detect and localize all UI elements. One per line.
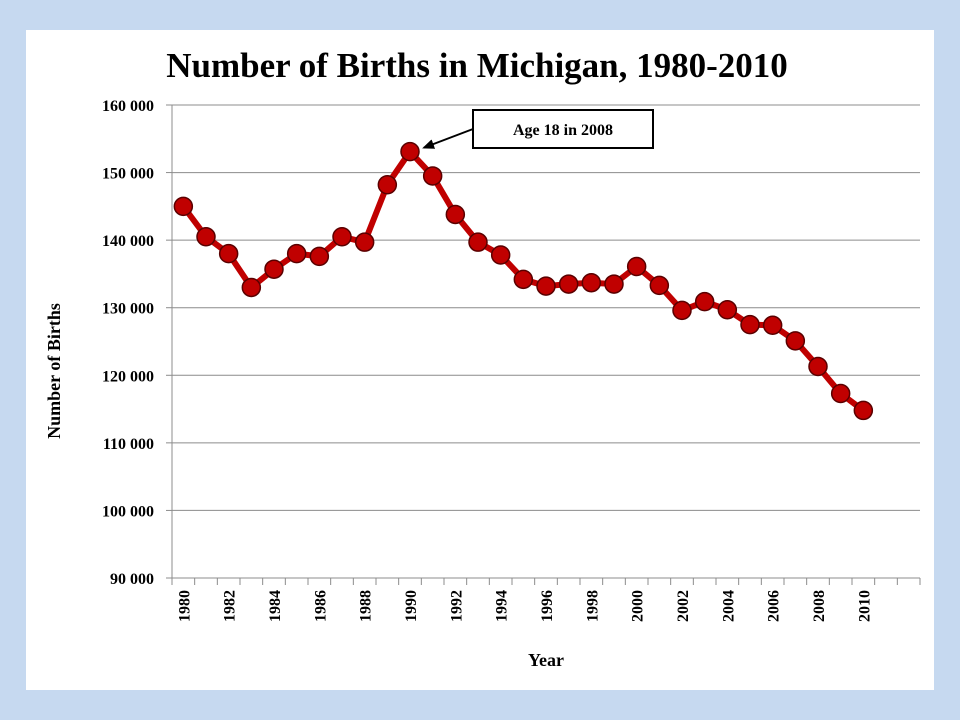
chart-title: Number of Births in Michigan, 1980-2010 (166, 46, 788, 85)
slide-background: Number of Births in Michigan, 1980-2010 … (26, 30, 934, 690)
x-tick-label: 1986 (312, 590, 329, 622)
x-tick-label: 1998 (584, 590, 601, 622)
data-point (286, 243, 307, 264)
data-point (377, 174, 398, 195)
data-point (853, 400, 874, 421)
data-point (490, 245, 511, 265)
data-point (649, 275, 670, 296)
line-chart: Number of Births in Michigan, 1980-2010 … (44, 46, 921, 670)
data-point (672, 300, 692, 321)
data-point (581, 272, 602, 293)
y-tick-label: 130 000 (102, 301, 154, 318)
annotation-arrow (422, 128, 474, 149)
data-point (264, 259, 284, 279)
x-tick-label: 1980 (176, 590, 193, 622)
axes (166, 104, 921, 585)
gridlines (172, 104, 920, 579)
data-point (808, 356, 828, 377)
x-tick-label: 2010 (856, 590, 873, 622)
data-point (717, 299, 738, 320)
x-tick-label: 1984 (267, 590, 284, 622)
x-tick-label: 2008 (811, 590, 828, 622)
data-point (762, 315, 783, 336)
data-point (830, 383, 851, 404)
x-tick-labels: 1980 1982 1984 1986 1988 1990 1992 1994 1996 1998… (176, 590, 873, 622)
data-point (173, 196, 194, 217)
data-point (626, 256, 647, 277)
x-axis-title: Year (528, 650, 564, 670)
x-tick-label: 1994 (494, 590, 511, 622)
data-point (694, 291, 715, 312)
x-tick-label: 2006 (766, 590, 783, 622)
data-point (785, 331, 806, 351)
data-point (218, 243, 239, 264)
data-point (536, 276, 556, 296)
annotation-label: Age 18 in 2008 (513, 122, 613, 139)
x-tick-label: 1996 (539, 590, 556, 622)
x-tick-label: 1988 (358, 590, 375, 622)
y-tick-label: 160 000 (102, 98, 154, 115)
x-tick-label: 2004 (720, 590, 737, 622)
y-tick-label: 150 000 (102, 166, 154, 183)
data-point (241, 277, 262, 298)
x-tick-label: 2002 (675, 590, 692, 622)
data-point (513, 269, 534, 290)
y-tick-label: 140 000 (102, 233, 154, 250)
data-point (196, 227, 216, 247)
y-axis-title: Number of Births (44, 303, 64, 439)
data-point (309, 246, 330, 267)
x-tick-label: 1990 (403, 590, 420, 622)
series-births (173, 141, 874, 421)
data-point (468, 232, 488, 252)
x-tick-label: 1982 (222, 590, 239, 622)
x-tick-label: 1992 (448, 590, 465, 622)
annotation: Age 18 in 2008 (422, 109, 654, 149)
data-point (558, 274, 579, 294)
y-tick-labels: 90 000 100 000 110 000 120 000 130 000 140 00… (102, 98, 154, 588)
x-tick-label: 2000 (630, 590, 647, 622)
y-tick-label: 100 000 (102, 503, 154, 520)
data-point (445, 204, 466, 225)
data-point (400, 141, 420, 162)
y-tick-label: 120 000 (102, 368, 154, 385)
data-point (354, 232, 375, 252)
data-point (422, 166, 443, 186)
data-point (740, 314, 760, 335)
y-tick-label: 90 000 (110, 571, 154, 588)
data-point (604, 274, 624, 294)
y-tick-label: 110 000 (103, 436, 154, 453)
data-point (332, 227, 352, 247)
